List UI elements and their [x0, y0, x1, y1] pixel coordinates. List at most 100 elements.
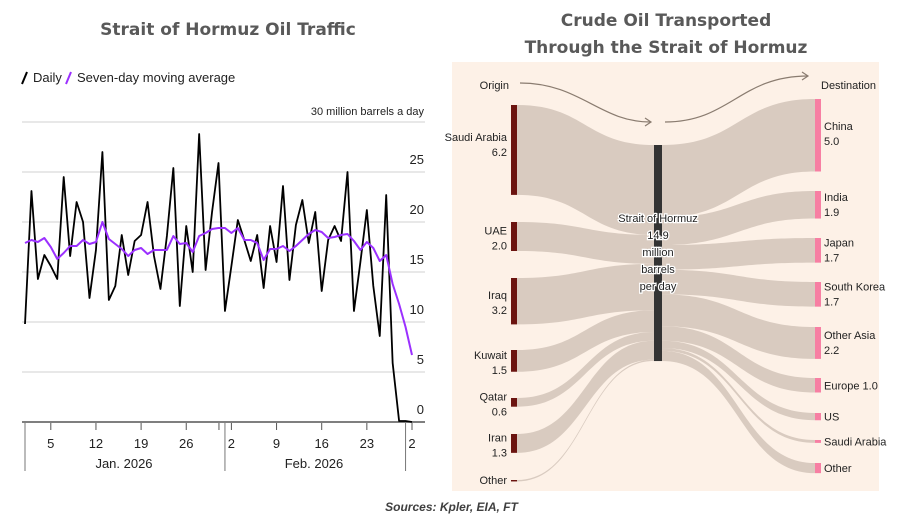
destination-header: Destination — [821, 80, 876, 92]
destination-node — [815, 238, 821, 263]
destination-label: Europe 1.0 — [824, 380, 878, 392]
destination-arrow — [664, 75, 809, 123]
center-label: Strait of Hormuz — [618, 213, 697, 225]
y-tick-label: 0 — [417, 402, 424, 417]
origin-node — [511, 222, 517, 251]
x-tick-label: 19 — [134, 436, 148, 451]
destination-label: Japan — [824, 237, 854, 249]
destination-node — [815, 440, 821, 443]
x-tick-label: 5 — [47, 436, 54, 451]
sankey-center-node — [654, 145, 662, 362]
destination-label: Other Asia — [824, 330, 876, 342]
origin-label: Saudi Arabia — [445, 132, 508, 144]
origin-value: 1.3 — [492, 447, 507, 459]
origin-arrow — [519, 82, 651, 123]
origin-label: Other — [479, 475, 507, 487]
origin-node — [511, 105, 517, 195]
sankey-flow — [517, 105, 654, 235]
origin-value: 1.5 — [492, 365, 507, 377]
sankey-flow — [662, 191, 815, 246]
x-tick-label: 12 — [89, 436, 103, 451]
sankey-flow — [662, 238, 815, 270]
x-tick-label: 23 — [360, 436, 374, 451]
sankey-flow — [517, 263, 654, 325]
right-title-line2: Through the Strait of Hormuz — [524, 38, 808, 58]
x-tick-label: 26 — [179, 436, 193, 451]
left-chart-title: Strait of Hormuz Oil Traffic — [100, 20, 356, 40]
legend-swatch — [21, 71, 28, 85]
destination-node — [815, 378, 821, 393]
y-tick-label: 20 — [410, 202, 424, 217]
destination-value: 1.7 — [824, 252, 839, 264]
center-label: barrels — [641, 264, 675, 276]
series-line-daily — [24, 133, 413, 423]
sankey-flow — [662, 294, 815, 359]
destination-node — [815, 99, 821, 172]
origin-label: Qatar — [479, 391, 507, 403]
sankey-flow — [517, 359, 654, 482]
y-tick-label: 25 — [410, 152, 424, 167]
origin-label: Iraq — [488, 290, 507, 302]
origin-value: 6.2 — [492, 147, 507, 159]
sankey-flow — [517, 310, 654, 372]
destination-label: South Korea — [824, 281, 886, 293]
x-tick-label: 16 — [314, 436, 328, 451]
destination-node — [815, 327, 821, 359]
origin-value: 3.2 — [492, 305, 507, 317]
destination-value: 1.9 — [824, 207, 839, 219]
sankey-flow — [662, 269, 815, 307]
sankey-flow — [662, 348, 815, 443]
origin-node — [511, 434, 517, 453]
sankey-flow — [662, 350, 815, 474]
origin-value: 2.0 — [492, 241, 507, 253]
right-chart-title: Crude Oil Transported Through the Strait… — [452, 8, 880, 62]
destination-node — [815, 413, 821, 421]
center-label: per day — [640, 281, 677, 293]
series-line-moving-average — [24, 221, 413, 356]
sources-note: Sources: Kpler, EIA, FT — [385, 500, 518, 514]
month-label: Feb. 2026 — [285, 456, 344, 471]
origin-label: Kuwait — [474, 350, 507, 362]
sankey-flow — [662, 340, 815, 421]
origin-node — [511, 278, 517, 325]
y-tick-label: 5 — [417, 352, 424, 367]
y-tick-label: 15 — [410, 252, 424, 267]
month-label: Jan. 2026 — [95, 456, 152, 471]
destination-label: Other — [824, 463, 852, 475]
destination-value: 5.0 — [824, 136, 839, 148]
x-tick-label: 9 — [273, 436, 280, 451]
origin-node — [511, 480, 517, 482]
x-tick-label: 2 — [408, 436, 415, 451]
y-tick-label: 10 — [410, 302, 424, 317]
legend-label: Daily — [33, 70, 62, 85]
destination-node — [815, 463, 821, 474]
unit-label: 30 million barrels a day — [311, 106, 425, 118]
destination-label: Saudi Arabia — [824, 436, 887, 448]
sankey-flow — [517, 332, 654, 407]
x-tick-label: 2 — [228, 436, 235, 451]
destination-node — [815, 282, 821, 307]
arrowhead-icon — [801, 71, 810, 81]
sankey-flow — [517, 340, 654, 453]
origin-label: UAE — [484, 226, 507, 238]
origin-header: Origin — [480, 80, 509, 92]
origin-value: 0.6 — [492, 406, 507, 418]
right-title-line1: Crude Oil Transported — [560, 11, 772, 31]
destination-value: 2.2 — [824, 345, 839, 357]
origin-node — [511, 398, 517, 407]
sankey-flow — [662, 99, 815, 218]
origin-label: Iran — [488, 432, 507, 444]
legend-swatch — [65, 71, 72, 85]
center-label: million — [642, 247, 673, 259]
arrowhead-icon — [644, 117, 653, 127]
center-label: 14.9 — [647, 230, 668, 242]
destination-value: 1.7 — [824, 296, 839, 308]
sankey-flow — [662, 326, 815, 393]
destination-label: India — [824, 192, 849, 204]
sankey-flow — [517, 222, 654, 264]
destination-node — [815, 191, 821, 219]
legend-label: Seven-day moving average — [77, 70, 235, 85]
destination-label: US — [824, 412, 839, 424]
destination-label: China — [824, 121, 854, 133]
